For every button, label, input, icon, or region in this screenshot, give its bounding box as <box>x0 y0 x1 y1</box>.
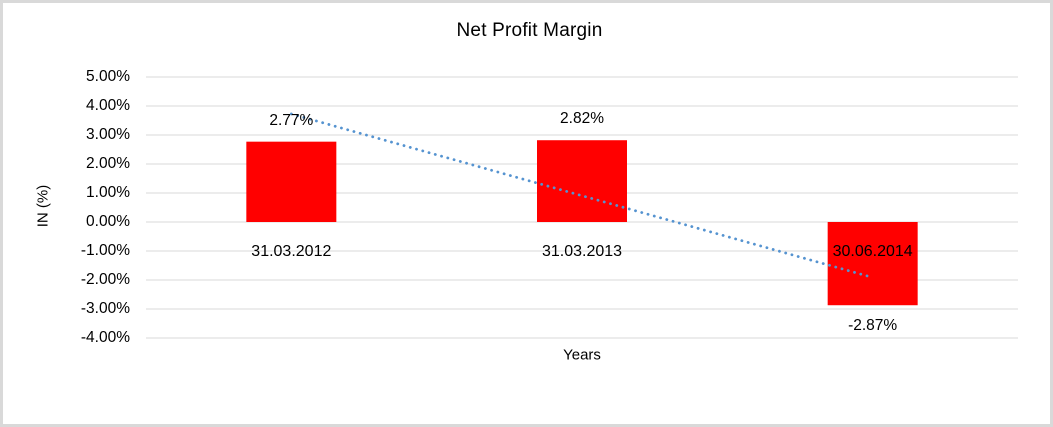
y-axis-tick-label: -2.00% <box>80 271 130 288</box>
y-axis-tick-label: 4.00% <box>86 97 130 114</box>
y-axis-tick-label: 0.00% <box>86 213 130 230</box>
y-axis-tick-label: -1.00% <box>80 242 130 259</box>
y-axis-tick-label: 5.00% <box>86 68 130 85</box>
x-axis-tick-label: 30.06.2014 <box>832 243 913 260</box>
bar-31.03.2012 <box>246 141 337 222</box>
bar-30.06.2014 <box>827 222 918 306</box>
data-label: 2.77% <box>269 111 314 129</box>
y-axis-tick-label: -4.00% <box>80 329 130 346</box>
plot-area <box>146 76 1018 339</box>
y-axis-tick-label: -3.00% <box>80 300 130 317</box>
y-axis-tick-label: 3.00% <box>86 126 130 143</box>
data-label: 2.82% <box>560 110 604 128</box>
x-axis-tick-label: 31.03.2013 <box>541 243 623 260</box>
bar-31.03.2013 <box>537 140 627 222</box>
y-axis-tick-label: 2.00% <box>86 155 130 172</box>
x-axis-title: Years <box>563 346 601 364</box>
x-axis-tick-label: 31.03.2012 <box>251 243 332 260</box>
chart-title: Net Profit Margin <box>456 20 603 41</box>
y-axis-tick-label: 1.00% <box>86 184 130 201</box>
data-label: -2.87% <box>848 317 898 335</box>
